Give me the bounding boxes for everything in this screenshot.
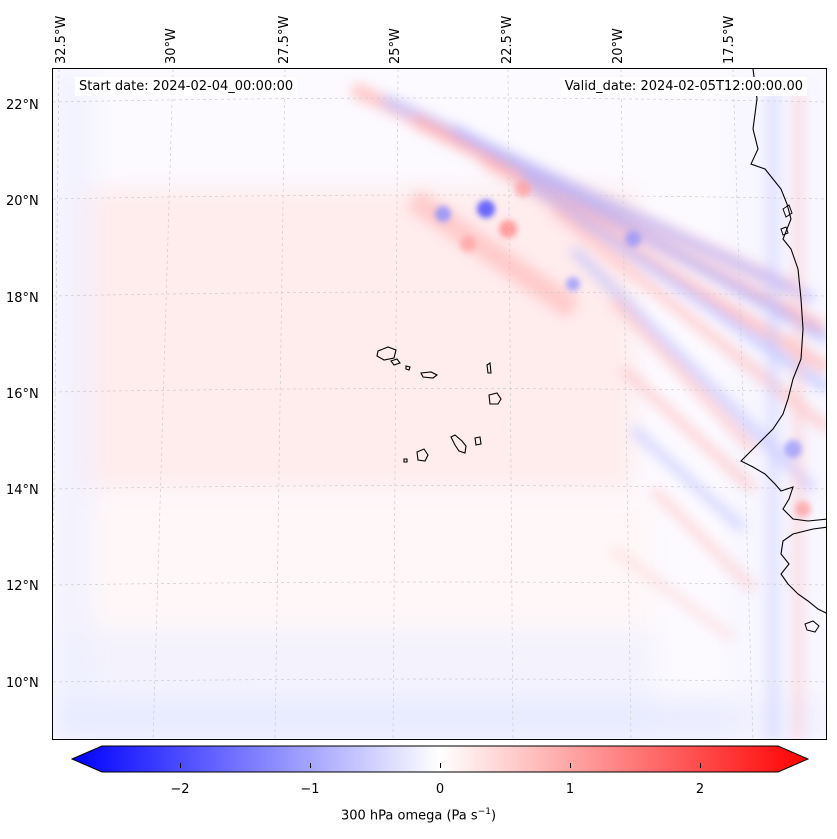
lat-label-22n: 22°N — [6, 98, 39, 113]
colorbar-variable: 300 hPa omega — [340, 808, 443, 824]
lon-label-27-5w: 27.5°W — [277, 15, 292, 64]
colorbar-units-exponent: −1 — [477, 807, 491, 817]
colorbar-tickmark — [180, 763, 181, 768]
wave-bands — [350, 82, 826, 739]
lon-label-25w: 25°W — [388, 28, 403, 64]
colorbar-tick-label: 1 — [565, 782, 575, 797]
lat-label-14n: 14°N — [6, 483, 39, 498]
map-panel — [52, 68, 827, 740]
broad-field — [53, 69, 826, 739]
colorbar-units: Pa s — [451, 808, 478, 824]
colorbar-tickmark — [310, 763, 311, 768]
coastal-islands — [780, 204, 820, 633]
african-coastline — [740, 69, 826, 614]
colorbar-tick-label: −2 — [170, 782, 190, 797]
lon-label-30w: 30°W — [164, 28, 179, 64]
colorbar-tickmark — [570, 763, 571, 768]
local-extrema — [435, 181, 811, 517]
valid-date-label: Valid_date: 2024-02-05T12:00:00.00 — [560, 77, 807, 96]
start-date-label: Start date: 2024-02-04_00:00:00 — [75, 77, 298, 96]
lon-label-17-5w: 17.5°W — [722, 15, 737, 64]
colorbar-tickmark — [700, 763, 701, 768]
lat-label-16n: 16°N — [6, 387, 39, 402]
lat-label-10n: 10°N — [6, 676, 39, 691]
colorbar-tick-label: −1 — [300, 782, 320, 797]
colorbar — [70, 745, 810, 773]
lat-label-12n: 12°N — [6, 579, 39, 594]
colorbar-tick-label: 2 — [695, 782, 705, 797]
lat-label-18n: 18°N — [6, 291, 39, 306]
colorbar-label: 300 hPa omega (Pa s−1) — [340, 807, 497, 824]
colorbar-gradient — [70, 745, 810, 773]
cape-verde-islands — [376, 346, 502, 463]
omega-field — [53, 69, 826, 739]
colorbar-tickmark — [440, 763, 441, 768]
colorbar-tick-label: 0 — [435, 782, 445, 797]
lon-label-32-5w: 32.5°W — [54, 15, 69, 64]
graticule — [53, 69, 826, 739]
lon-label-20w: 20°W — [611, 28, 626, 64]
lon-label-22-5w: 22.5°W — [500, 15, 515, 64]
lat-label-20n: 20°N — [6, 194, 39, 209]
